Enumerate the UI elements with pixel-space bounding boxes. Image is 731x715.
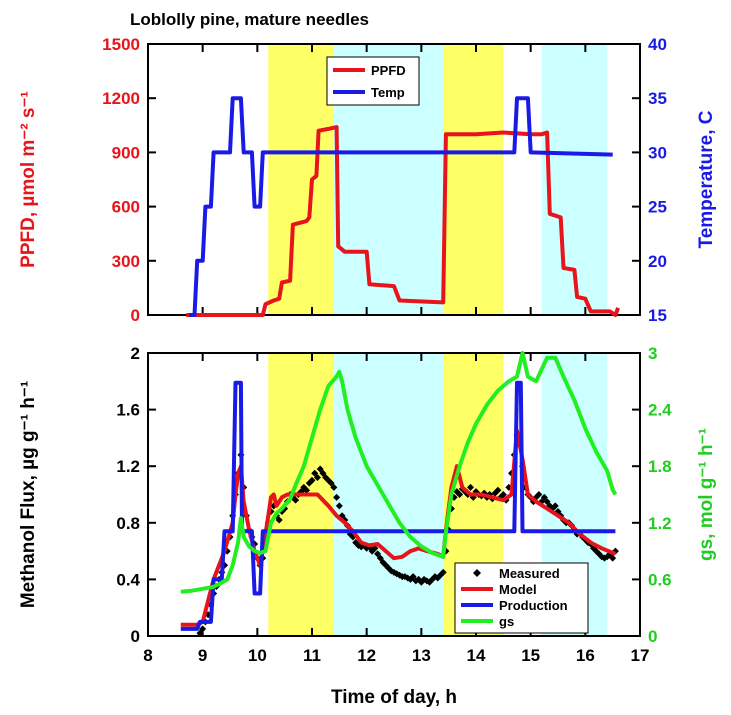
measured-point [303, 486, 311, 494]
legend-label: gs [499, 614, 514, 629]
measured-point [308, 476, 316, 484]
y-left-tick-label: 300 [112, 252, 140, 271]
y-left-tick-label: 0 [131, 627, 140, 646]
y-left-tick-label: 0.4 [116, 570, 140, 589]
x-tick-label: 15 [521, 646, 540, 665]
measured-point [292, 496, 300, 504]
bottom-panel: 0 0.4 0.8 1.2 1.6 2 0 0.6 1.2 1.8 2.4 3 8 9 10 11 12 13 14… [18, 344, 717, 708]
measured-point [335, 502, 343, 510]
x-tick-label: 14 [467, 646, 486, 665]
measured-point [609, 554, 617, 562]
series-line-ppfd [186, 125, 620, 317]
measured-point [535, 491, 543, 498]
band-label: 12 [361, 328, 373, 340]
x-tick-label: 17 [631, 646, 650, 665]
plot-frame [147, 352, 641, 637]
legend-label: Production [499, 598, 568, 613]
shaded-band [268, 44, 334, 315]
y-left-tick-label: 1200 [102, 89, 140, 108]
measured-point [330, 483, 338, 491]
y-right-axis-label: gs, mol g⁻¹ h⁻¹ [696, 428, 717, 561]
y-right-tick-label: 2.4 [648, 401, 672, 420]
y-right-axis-label: Temperature, C [696, 110, 717, 248]
series-line-production [180, 380, 616, 631]
band-label: 16 [579, 328, 591, 340]
x-tick-label: 16 [576, 646, 595, 665]
y-right-tick-label: 0.6 [648, 570, 672, 589]
measured-point [439, 568, 447, 576]
y-left-tick-label: 1.6 [116, 401, 140, 420]
y-right-tick-label: 35 [648, 89, 667, 108]
y-right-tick-label: 15 [648, 306, 667, 325]
y-right-tick-label: 0 [648, 627, 657, 646]
y-right-tick-label: 3 [648, 344, 657, 363]
x-tick-label: 10 [248, 646, 267, 665]
y-right-tick-label: 30 [648, 143, 667, 162]
y-right-tick-label: 20 [648, 252, 667, 271]
measured-point [499, 491, 507, 498]
legend-label: PPFD [371, 63, 406, 78]
y-left-tick-label: 0.8 [116, 514, 140, 533]
y-left-axis-label: PPFD, µmol m⁻² s⁻¹ [18, 91, 39, 268]
x-tick-label: 8 [143, 646, 152, 665]
legend-label: Model [499, 582, 537, 597]
y-right-tick-label: 25 [648, 198, 667, 217]
legend-label: Temp [371, 85, 405, 100]
legend-box [326, 56, 420, 106]
shaded-band [333, 353, 444, 636]
x-tick-label: 13 [412, 646, 431, 665]
x-axis-label: Time of day, h [331, 687, 457, 708]
x-tick-label: 11 [303, 646, 321, 665]
y-left-tick-label: 1.2 [116, 457, 140, 476]
y-right-tick-label: 40 [648, 35, 667, 54]
y-left-tick-label: 1500 [102, 35, 140, 54]
band-label: 14 [470, 328, 483, 340]
top-panel: 11 12 13 14 15 16 0 300 600 900 1200 1500 15 20 25 30 35… [18, 10, 717, 340]
y-left-axis-label: Methanol Flux, µg g⁻¹ h⁻¹ [18, 381, 39, 608]
series-line-temp [189, 96, 613, 317]
y-left-tick-label: 2 [131, 344, 140, 363]
band-label: 15 [525, 328, 537, 340]
measured-point [333, 493, 341, 501]
legend-label: Measured [499, 566, 560, 581]
legend-swatch [473, 569, 481, 577]
measured-point [551, 502, 559, 510]
x-tick-label: 9 [198, 646, 207, 665]
y-left-tick-label: 900 [112, 143, 140, 162]
measured-point [467, 483, 475, 491]
measured-point [275, 516, 283, 524]
band-label: 13 [415, 328, 427, 340]
y-right-tick-label: 1.8 [648, 457, 672, 476]
y-right-tick-label: 1.2 [648, 514, 672, 533]
y-left-tick-label: 600 [112, 198, 140, 217]
measured-point [313, 474, 321, 482]
y-left-tick-label: 0 [131, 306, 140, 325]
band-label: 11 [306, 328, 318, 340]
plot-frame [147, 43, 641, 316]
measured-point [199, 625, 207, 633]
chart-title: Loblolly pine, mature needles [130, 10, 369, 29]
x-tick-label: 12 [357, 646, 376, 665]
measured-point [456, 491, 464, 498]
measured-point [494, 486, 502, 494]
series-line-gs [180, 351, 618, 594]
shaded-band [443, 44, 504, 315]
